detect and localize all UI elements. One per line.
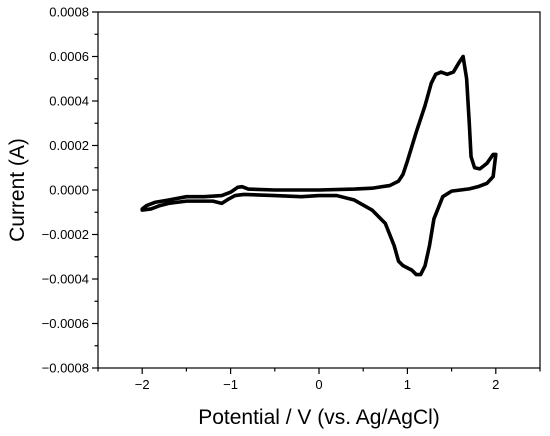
x-axis-title: Potential / V (vs. Ag/AgCl) — [198, 406, 440, 429]
y-tick-label: −0.0006 — [42, 316, 89, 331]
x-tick-label: 2 — [492, 377, 499, 392]
series-line — [140, 54, 498, 277]
y-tick-label: 0.0006 — [49, 49, 89, 64]
y-tick-label: 0.0000 — [49, 183, 89, 198]
axis-tick-labels: −2 −1 0 1 2 0.0008 0.0006 0.0004 0.0002 0.0000 −0.… — [42, 5, 500, 393]
y-tick-label: −0.0004 — [42, 272, 89, 287]
y-tick-label: 0.0002 — [49, 138, 89, 153]
x-tick-label: 0 — [315, 377, 322, 392]
x-tick-label: −1 — [223, 377, 238, 392]
y-tick-label: 0.0008 — [49, 5, 89, 20]
y-tick-label: −0.0002 — [42, 227, 89, 242]
y-tick-label: −0.0008 — [42, 361, 89, 376]
axis-ticks — [92, 11, 541, 374]
x-tick-label: −2 — [135, 377, 150, 392]
y-tick-label: 0.0004 — [49, 94, 89, 109]
x-tick-label: 1 — [404, 377, 411, 392]
y-axis-title: Current (A) — [6, 138, 29, 242]
